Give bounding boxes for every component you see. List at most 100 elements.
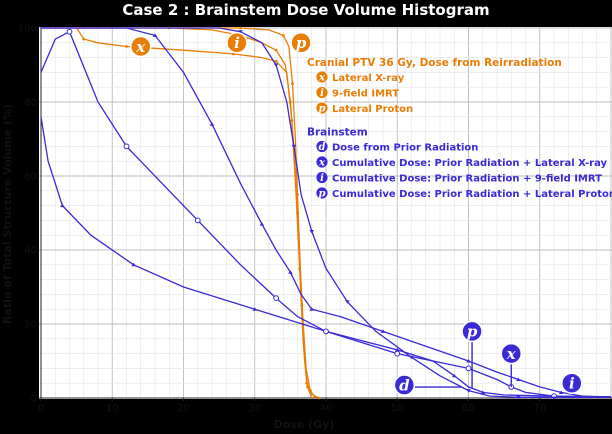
series-point bbox=[274, 48, 278, 52]
legend-item: p Cumulative Dose: Prior Radiation + Late… bbox=[315, 186, 612, 200]
series-point bbox=[125, 45, 128, 48]
badge-p-icon: p bbox=[315, 186, 329, 200]
x-tick-label: 10 bbox=[106, 403, 119, 414]
badge-letter: p bbox=[467, 323, 478, 341]
series-point bbox=[380, 329, 386, 333]
series-point bbox=[291, 144, 297, 149]
series-point bbox=[466, 359, 471, 363]
y-tick-label: 40 bbox=[24, 246, 37, 257]
series-point bbox=[66, 28, 73, 35]
badge-letter: x bbox=[506, 345, 517, 363]
series-point bbox=[317, 396, 321, 400]
badge-circle bbox=[226, 32, 248, 54]
series-point bbox=[394, 350, 401, 357]
series-point bbox=[409, 355, 414, 360]
x-tick-label: 20 bbox=[177, 403, 190, 414]
legend-item: x Lateral X-ray bbox=[315, 70, 405, 84]
series-line bbox=[41, 27, 313, 399]
annotation-p: p bbox=[461, 320, 483, 389]
series-point bbox=[558, 390, 564, 394]
x-tick-label: 0 bbox=[38, 403, 44, 414]
legend-item: x Cumulative Dose: Prior Radiation + Late… bbox=[315, 155, 608, 169]
badge-circle bbox=[315, 101, 329, 115]
badge-x-icon: x bbox=[315, 155, 329, 169]
x-tick-label: 50 bbox=[391, 403, 404, 414]
badge-circle bbox=[290, 32, 312, 54]
badge-letter: d bbox=[319, 142, 326, 153]
series-point bbox=[152, 33, 158, 37]
legend-item-label: Cumulative Dose: Prior Radiation + Later… bbox=[332, 189, 612, 200]
badge-p-icon: p bbox=[461, 320, 483, 343]
badge-letter: i bbox=[569, 374, 575, 392]
series-point bbox=[291, 82, 294, 85]
series-point bbox=[273, 63, 279, 67]
badge-circle bbox=[130, 35, 152, 58]
y-tick-label: 80 bbox=[24, 98, 37, 109]
badge-letter: d bbox=[399, 376, 410, 394]
series-point bbox=[231, 52, 235, 56]
legend-item: d Dose from Prior Radiation bbox=[315, 140, 478, 154]
badge-x-icon: x bbox=[315, 70, 329, 84]
badge-circle bbox=[461, 320, 483, 343]
badge-p-icon: p bbox=[290, 32, 312, 54]
series-point bbox=[288, 270, 293, 274]
series-point bbox=[288, 100, 292, 104]
legend-item-label: Cumulative Dose: Prior Radiation + 9-fie… bbox=[332, 174, 602, 185]
x-tick-label: 70 bbox=[533, 403, 546, 414]
badge-d-icon: d bbox=[315, 140, 329, 153]
series-point bbox=[309, 230, 315, 234]
series-brainstem-i bbox=[41, 27, 612, 398]
badge-p-icon: p bbox=[315, 101, 329, 115]
series-point bbox=[480, 390, 486, 394]
annotation-d: d bbox=[393, 374, 463, 396]
series-layer bbox=[40, 26, 612, 400]
legend-item-label: Lateral X-ray bbox=[332, 73, 405, 84]
annotation-p: p bbox=[290, 32, 312, 54]
annotation-x: x bbox=[130, 35, 152, 58]
badge-letter: x bbox=[135, 38, 146, 56]
series-point bbox=[516, 395, 521, 400]
badge-letter: i bbox=[320, 173, 324, 184]
series-ptv-p bbox=[41, 26, 313, 399]
y-tick-label: 0 bbox=[31, 394, 37, 405]
series-line bbox=[41, 27, 611, 398]
x-axis-label: Dose (Gy) bbox=[274, 418, 335, 431]
badge-circle bbox=[315, 171, 329, 184]
legend-item-label: 9-field IMRT bbox=[332, 89, 399, 100]
x-tick-label: 40 bbox=[320, 403, 333, 414]
y-tick-label: 20 bbox=[24, 320, 37, 331]
badge-circle bbox=[315, 70, 329, 84]
legend-item: p Lateral Proton bbox=[315, 101, 413, 115]
series-point bbox=[252, 307, 258, 311]
series-point bbox=[209, 122, 215, 126]
series-point bbox=[123, 143, 130, 150]
series-point bbox=[306, 385, 309, 389]
chart-title: Case 2 : Brainstem Dose Volume Histogram bbox=[122, 1, 490, 19]
series-point bbox=[273, 295, 280, 302]
legend-item: i 9-field IMRT bbox=[315, 86, 399, 100]
series-point bbox=[194, 217, 201, 224]
badge-letter: p bbox=[319, 104, 326, 115]
badge-circle bbox=[315, 186, 329, 200]
badge-x-icon: x bbox=[130, 35, 152, 58]
badge-circle bbox=[561, 372, 583, 394]
legend-item-label: Dose from Prior Radiation bbox=[332, 143, 478, 154]
series-point bbox=[274, 59, 278, 63]
badge-letter: x bbox=[318, 158, 326, 169]
series-point bbox=[465, 365, 472, 372]
annotation-i: i bbox=[561, 372, 583, 394]
series-brainstem-p bbox=[41, 27, 611, 400]
tick-labels: 0 10 20 30 40 50 60 70 0 20 40 60 80 100 bbox=[18, 24, 546, 415]
badge-i-icon: i bbox=[315, 86, 329, 99]
y-tick-label: 60 bbox=[24, 172, 37, 183]
series-point bbox=[345, 300, 350, 304]
plot-background bbox=[39, 27, 612, 399]
series-point bbox=[300, 304, 304, 307]
legend: Cranial PTV 36 Gy, Dose from Reirradiati… bbox=[307, 57, 612, 200]
annotation-i: i bbox=[226, 32, 248, 54]
legend-item: i Cumulative Dose: Prior Radiation + 9-fi… bbox=[315, 171, 602, 185]
series-brainstem-x bbox=[40, 28, 612, 400]
series-point bbox=[323, 328, 329, 335]
badge-circle bbox=[500, 342, 522, 365]
